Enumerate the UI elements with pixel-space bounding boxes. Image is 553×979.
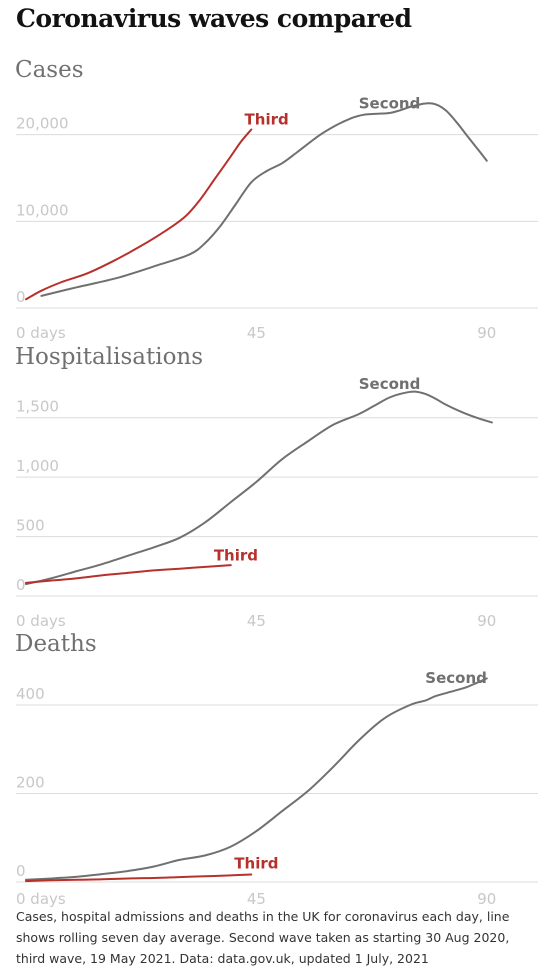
x-tick-label: 90 bbox=[477, 612, 496, 630]
series-label-third: Third bbox=[245, 110, 289, 128]
y-tick-label: 20,000 bbox=[16, 115, 69, 133]
y-tick-label: 10,000 bbox=[16, 201, 69, 219]
series-label-third: Third bbox=[214, 546, 258, 564]
footnote: Cases, hospital admissions and deaths in… bbox=[16, 909, 510, 966]
x-tick-label: 45 bbox=[247, 890, 266, 908]
y-tick-label: 0 bbox=[16, 288, 26, 306]
series-line-second bbox=[25, 390, 493, 586]
panel-title-cases: Cases bbox=[15, 57, 84, 83]
series-label-second: Second bbox=[359, 95, 421, 113]
y-tick-label: 0 bbox=[16, 576, 26, 594]
x-tick-label: 0 days bbox=[16, 324, 66, 342]
deaths-chart: 0 200 400 0 days 45 90 Second Third bbox=[16, 669, 538, 908]
series-line-second bbox=[40, 102, 488, 297]
y-tick-label: 1,500 bbox=[16, 398, 59, 416]
x-tick-label: 90 bbox=[477, 324, 496, 342]
series-label-second: Second bbox=[425, 669, 487, 687]
x-tick-label: 45 bbox=[247, 324, 266, 342]
x-tick-label: 0 days bbox=[16, 612, 66, 630]
y-tick-label: 500 bbox=[16, 517, 45, 535]
y-tick-label: 400 bbox=[16, 685, 45, 703]
series-label-third: Third bbox=[234, 855, 278, 873]
hospitalisations-chart: 0 500 1,000 1,500 0 days 45 90 Second Third bbox=[16, 375, 538, 630]
series-line-third bbox=[25, 564, 232, 584]
y-tick-label: 200 bbox=[16, 773, 45, 791]
cases-chart: 0 10,000 20,000 0 days 45 90 Second Third bbox=[16, 95, 538, 342]
series-line-third bbox=[25, 128, 253, 301]
y-tick-label: 0 bbox=[16, 862, 26, 880]
x-tick-label: 0 days bbox=[16, 890, 66, 908]
x-tick-label: 45 bbox=[247, 612, 266, 630]
panel-title-hospitalisations: Hospitalisations bbox=[15, 344, 204, 370]
series-label-second: Second bbox=[359, 375, 421, 393]
y-tick-label: 1,000 bbox=[16, 457, 59, 475]
series-line-second bbox=[25, 677, 488, 881]
panel-title-deaths: Deaths bbox=[15, 631, 97, 657]
x-tick-label: 90 bbox=[477, 890, 496, 908]
chart-title: Coronavirus waves compared bbox=[16, 4, 412, 33]
series-line-third bbox=[25, 873, 253, 883]
